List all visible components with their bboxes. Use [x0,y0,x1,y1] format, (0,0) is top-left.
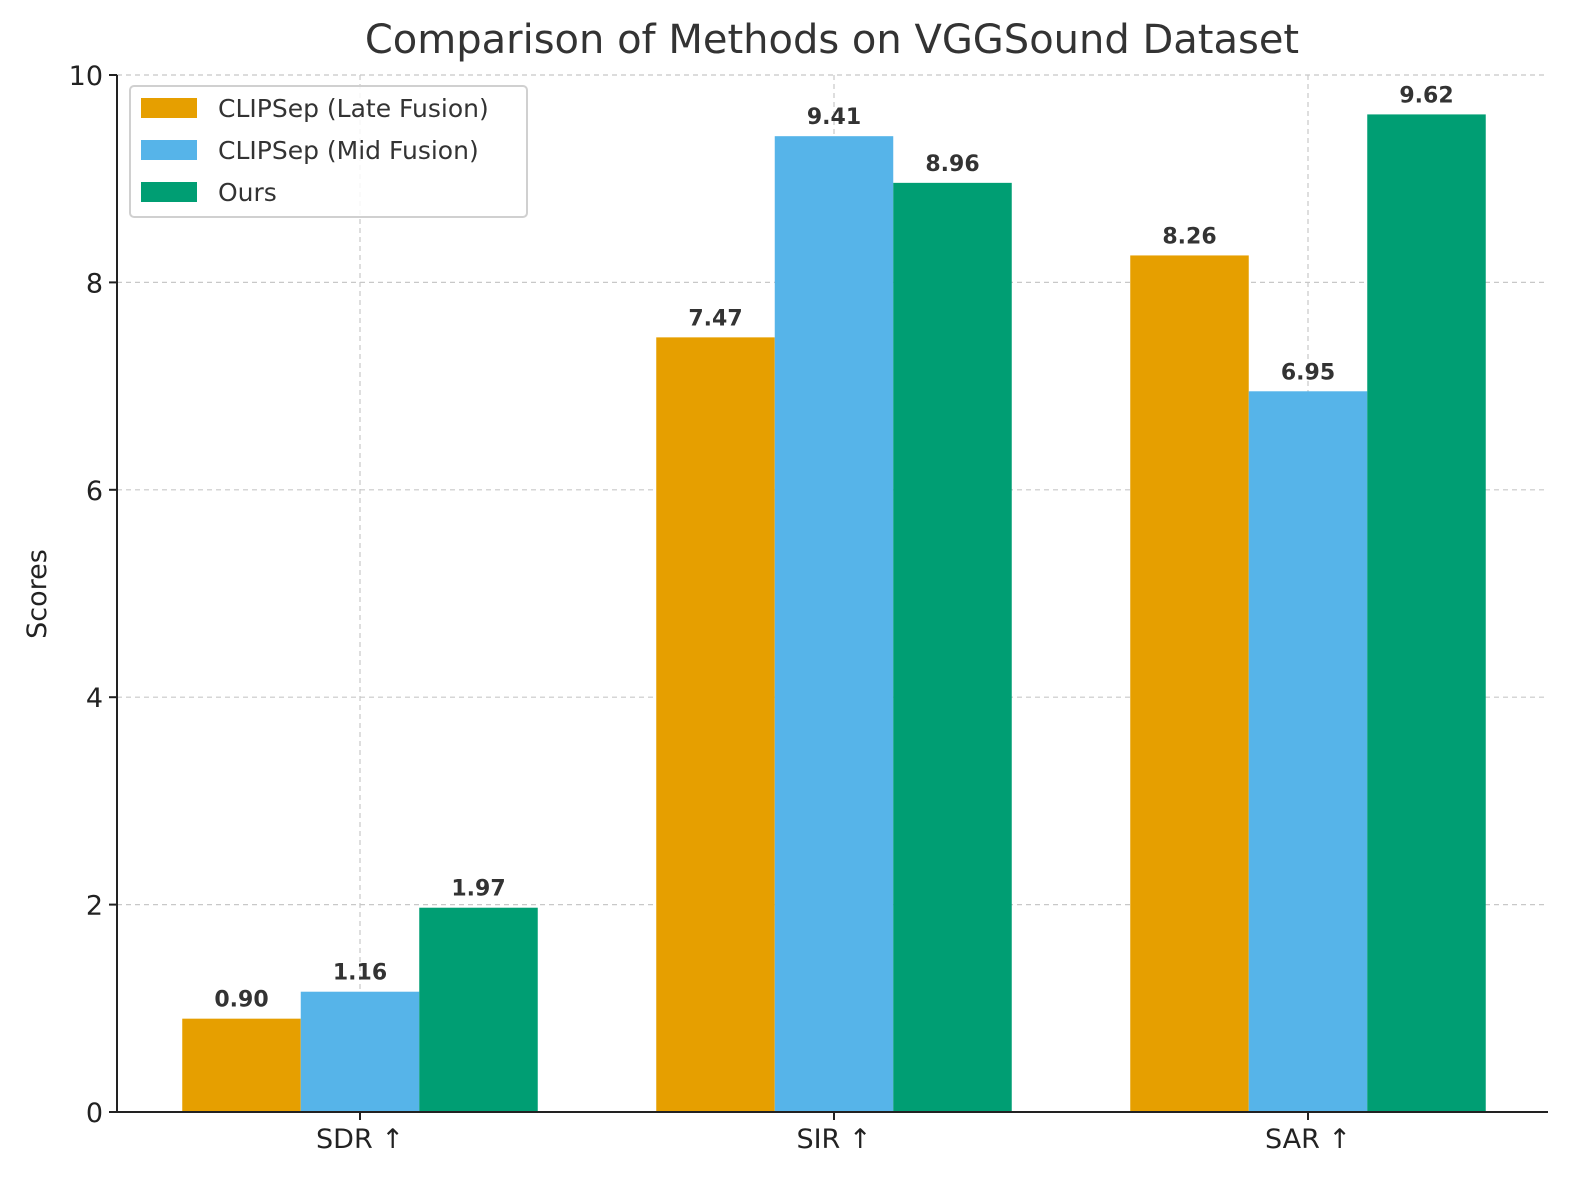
legend-label-1: CLIPSep (Mid Fusion) [218,136,479,165]
y-tick-label-3: 6 [86,476,103,507]
y-tick-label-0: 0 [86,1098,103,1129]
bar-series2-cat0 [419,907,538,1112]
data-label-series0-cat2: 8.26 [1162,224,1216,249]
y-tick-label-4: 8 [86,268,103,299]
axes [116,75,1548,1113]
data-label-series2-cat2: 9.62 [1399,83,1453,108]
legend-swatch-2 [141,182,197,202]
data-label-series0-cat0: 0.90 [214,988,268,1013]
legend-box [129,85,528,218]
legend-swatch-0 [141,98,197,118]
y-tick-label-5: 10 [69,61,103,92]
chart-title: Comparison of Methods on VGGSound Datase… [365,17,1299,63]
bar-series1-cat0 [300,991,420,1112]
data-label-series1-cat1: 9.41 [807,105,861,130]
legend-label-0: CLIPSep (Late Fusion) [218,94,489,123]
x-tick-label-1: SIR ↑ [796,1124,871,1155]
data-labels: 0.90 7.47 8.26 1.16 9.41 6.95 1.97 8.96 9.62 [214,83,1453,1012]
legend-label-2: Ours [218,178,277,207]
data-label-series2-cat0: 1.97 [451,877,505,902]
y-tick-label-2: 4 [86,683,103,714]
bars [182,114,1486,1113]
bar-series0-cat2 [1130,255,1249,1113]
y-ticks: 0 2 4 6 8 10 [69,61,117,1129]
x-ticks: SDR ↑ SIR ↑ SAR ↑ [316,1112,1351,1155]
bar-series0-cat0 [182,1018,301,1112]
x-tick-label-2: SAR ↑ [1265,1124,1351,1155]
bar-series0-cat1 [656,337,775,1113]
bar-series2-cat2 [1367,114,1486,1112]
y-tick-label-1: 2 [86,891,103,922]
bar-series1-cat2 [1248,391,1368,1112]
data-label-series1-cat0: 1.16 [333,961,387,986]
bar-series1-cat1 [774,136,894,1113]
data-label-series2-cat1: 8.96 [925,152,979,177]
data-label-series1-cat2: 6.95 [1281,360,1335,385]
x-tick-label-0: SDR ↑ [316,1124,404,1155]
y-axis-label: Scores [22,549,53,639]
data-label-series0-cat1: 7.47 [688,306,742,331]
bar-series2-cat1 [893,182,1012,1112]
legend: CLIPSep (Late Fusion) CLIPSep (Mid Fusion… [129,85,528,218]
legend-swatch-1 [141,140,197,160]
